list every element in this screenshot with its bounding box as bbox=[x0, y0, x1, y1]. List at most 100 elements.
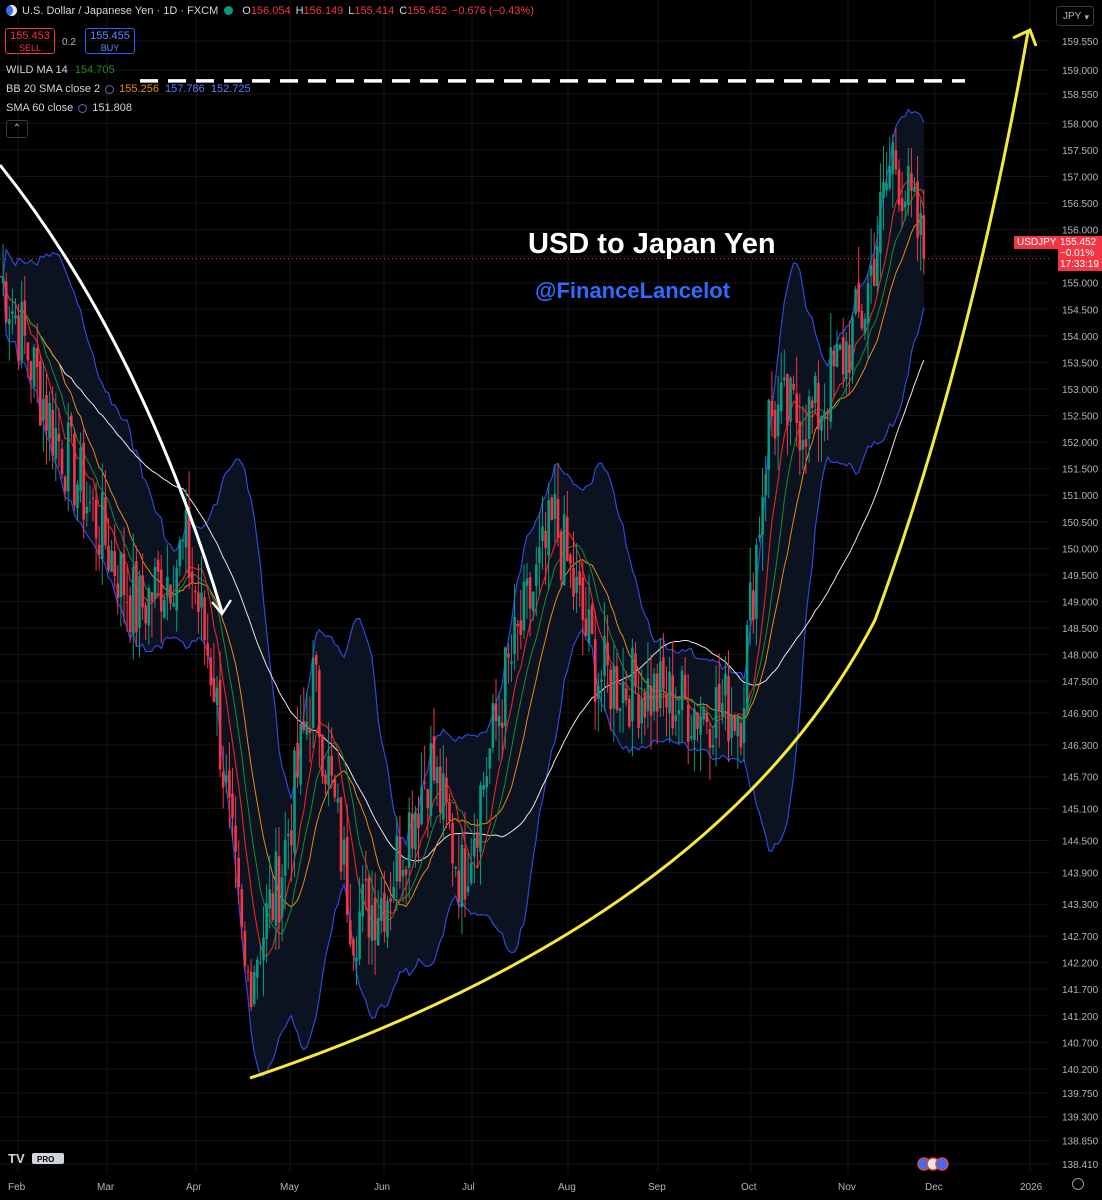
candle-body bbox=[640, 699, 643, 724]
candle-body bbox=[333, 778, 337, 798]
candle-body bbox=[225, 775, 228, 783]
candle-body bbox=[705, 712, 709, 723]
candle-body bbox=[841, 337, 845, 375]
buy-button[interactable]: 155.455 BUY bbox=[85, 28, 135, 54]
candle-body bbox=[39, 361, 42, 426]
indicator-bollinger[interactable]: BB 20 SMA close 2 155.256 157.786 152.725 bbox=[6, 83, 251, 95]
candle-body bbox=[845, 341, 848, 380]
low-label: L bbox=[348, 5, 355, 17]
candle-body bbox=[494, 703, 498, 722]
candle-body bbox=[70, 415, 73, 427]
candle-body bbox=[469, 862, 473, 884]
candle-body bbox=[57, 433, 61, 441]
y-tick-label: 143.300 bbox=[1062, 900, 1099, 911]
candle-body bbox=[770, 400, 774, 417]
candle-body bbox=[370, 905, 374, 941]
candle-body bbox=[562, 514, 566, 586]
candle-body bbox=[476, 831, 479, 848]
candle-body bbox=[212, 678, 216, 703]
candle-body bbox=[897, 169, 901, 206]
candle-body bbox=[113, 551, 116, 576]
y-tick-label: 158.000 bbox=[1062, 119, 1099, 130]
candle-body bbox=[621, 681, 625, 704]
candle-body bbox=[686, 704, 690, 742]
candle-body bbox=[367, 877, 371, 938]
candle-body bbox=[516, 623, 519, 627]
candle-body bbox=[355, 957, 358, 962]
candle-body bbox=[783, 377, 786, 381]
economic-events-icon[interactable] bbox=[917, 1157, 949, 1171]
symbol-header[interactable]: U.S. Dollar / Japanese Yen · 1D · FXCM O1… bbox=[6, 5, 534, 17]
last-price-value: 155.452 bbox=[1060, 237, 1097, 248]
candle-body bbox=[132, 567, 135, 634]
candle-body bbox=[491, 703, 495, 748]
candle-body bbox=[522, 581, 526, 631]
y-tick-label: 139.300 bbox=[1062, 1113, 1099, 1124]
candle-body bbox=[411, 813, 414, 849]
candle-body bbox=[271, 893, 275, 920]
chart-settings-icon[interactable] bbox=[1072, 1178, 1084, 1190]
us-flag-icon bbox=[6, 5, 17, 16]
candle-body bbox=[655, 673, 659, 712]
candle-body bbox=[414, 812, 417, 850]
candle-body bbox=[218, 679, 222, 770]
candle-body bbox=[45, 395, 48, 431]
candle-body bbox=[373, 897, 377, 941]
candle-body bbox=[696, 712, 699, 729]
candle-body bbox=[178, 541, 182, 567]
candle-body bbox=[274, 851, 278, 926]
symbol-price-tag: USDJPY bbox=[1014, 236, 1060, 249]
settings-icon[interactable] bbox=[105, 85, 115, 94]
downtrend-arrow bbox=[0, 164, 224, 613]
candle-body bbox=[913, 186, 916, 192]
candle-body bbox=[919, 213, 922, 236]
candle-body bbox=[398, 836, 402, 882]
y-tick-label: 157.000 bbox=[1062, 172, 1099, 183]
candle-body bbox=[184, 509, 188, 548]
candle-body bbox=[283, 839, 287, 877]
candle-body bbox=[730, 715, 733, 739]
candle-body bbox=[429, 743, 433, 816]
candle-body bbox=[879, 191, 882, 253]
bb-lower-value: 152.725 bbox=[210, 83, 251, 95]
candle-body bbox=[287, 833, 290, 837]
candle-body bbox=[814, 376, 817, 403]
candle-body bbox=[361, 884, 364, 917]
candle-body bbox=[138, 576, 141, 628]
x-tick-label: 2026 bbox=[1020, 1182, 1043, 1193]
svg-text:PRO: PRO bbox=[37, 1155, 54, 1164]
indicator-sma[interactable]: SMA 60 close 151.808 bbox=[6, 102, 132, 114]
candle-body bbox=[860, 310, 864, 329]
candle-body bbox=[376, 918, 380, 946]
currency-select[interactable]: JPY bbox=[1056, 6, 1094, 27]
candle-body bbox=[97, 544, 101, 555]
candle-body bbox=[383, 892, 386, 932]
candle-body bbox=[848, 344, 851, 374]
candle-body bbox=[466, 886, 470, 892]
tradingview-logo-icon[interactable]: TV PRO bbox=[8, 1151, 64, 1165]
candle-body bbox=[209, 657, 213, 686]
candle-body bbox=[683, 674, 687, 700]
candle-body bbox=[724, 673, 727, 696]
sell-button[interactable]: 155.453 SELL bbox=[5, 28, 55, 54]
candle-body bbox=[256, 959, 259, 978]
y-tick-label: 142.700 bbox=[1062, 932, 1099, 943]
x-tick-label: Jul bbox=[462, 1182, 475, 1193]
y-tick-label: 142.200 bbox=[1062, 959, 1099, 970]
candle-body bbox=[116, 583, 120, 598]
candle-body bbox=[423, 781, 426, 784]
candle-body bbox=[88, 502, 92, 504]
candle-body bbox=[866, 283, 870, 324]
candle-body bbox=[101, 492, 104, 560]
candle-body bbox=[711, 745, 715, 748]
candle-body bbox=[122, 553, 126, 596]
candle-body bbox=[26, 342, 30, 361]
y-tick-label: 150.000 bbox=[1062, 544, 1099, 555]
annotation-title: USD to Japan Yen bbox=[528, 228, 776, 260]
candle-body bbox=[479, 785, 482, 853]
collapse-legend-icon[interactable]: ⌃ bbox=[6, 120, 28, 138]
indicator-wild-ma[interactable]: WILD MA 14 154.705 bbox=[6, 64, 115, 76]
candle-body bbox=[535, 564, 538, 586]
settings-icon[interactable] bbox=[78, 104, 88, 113]
